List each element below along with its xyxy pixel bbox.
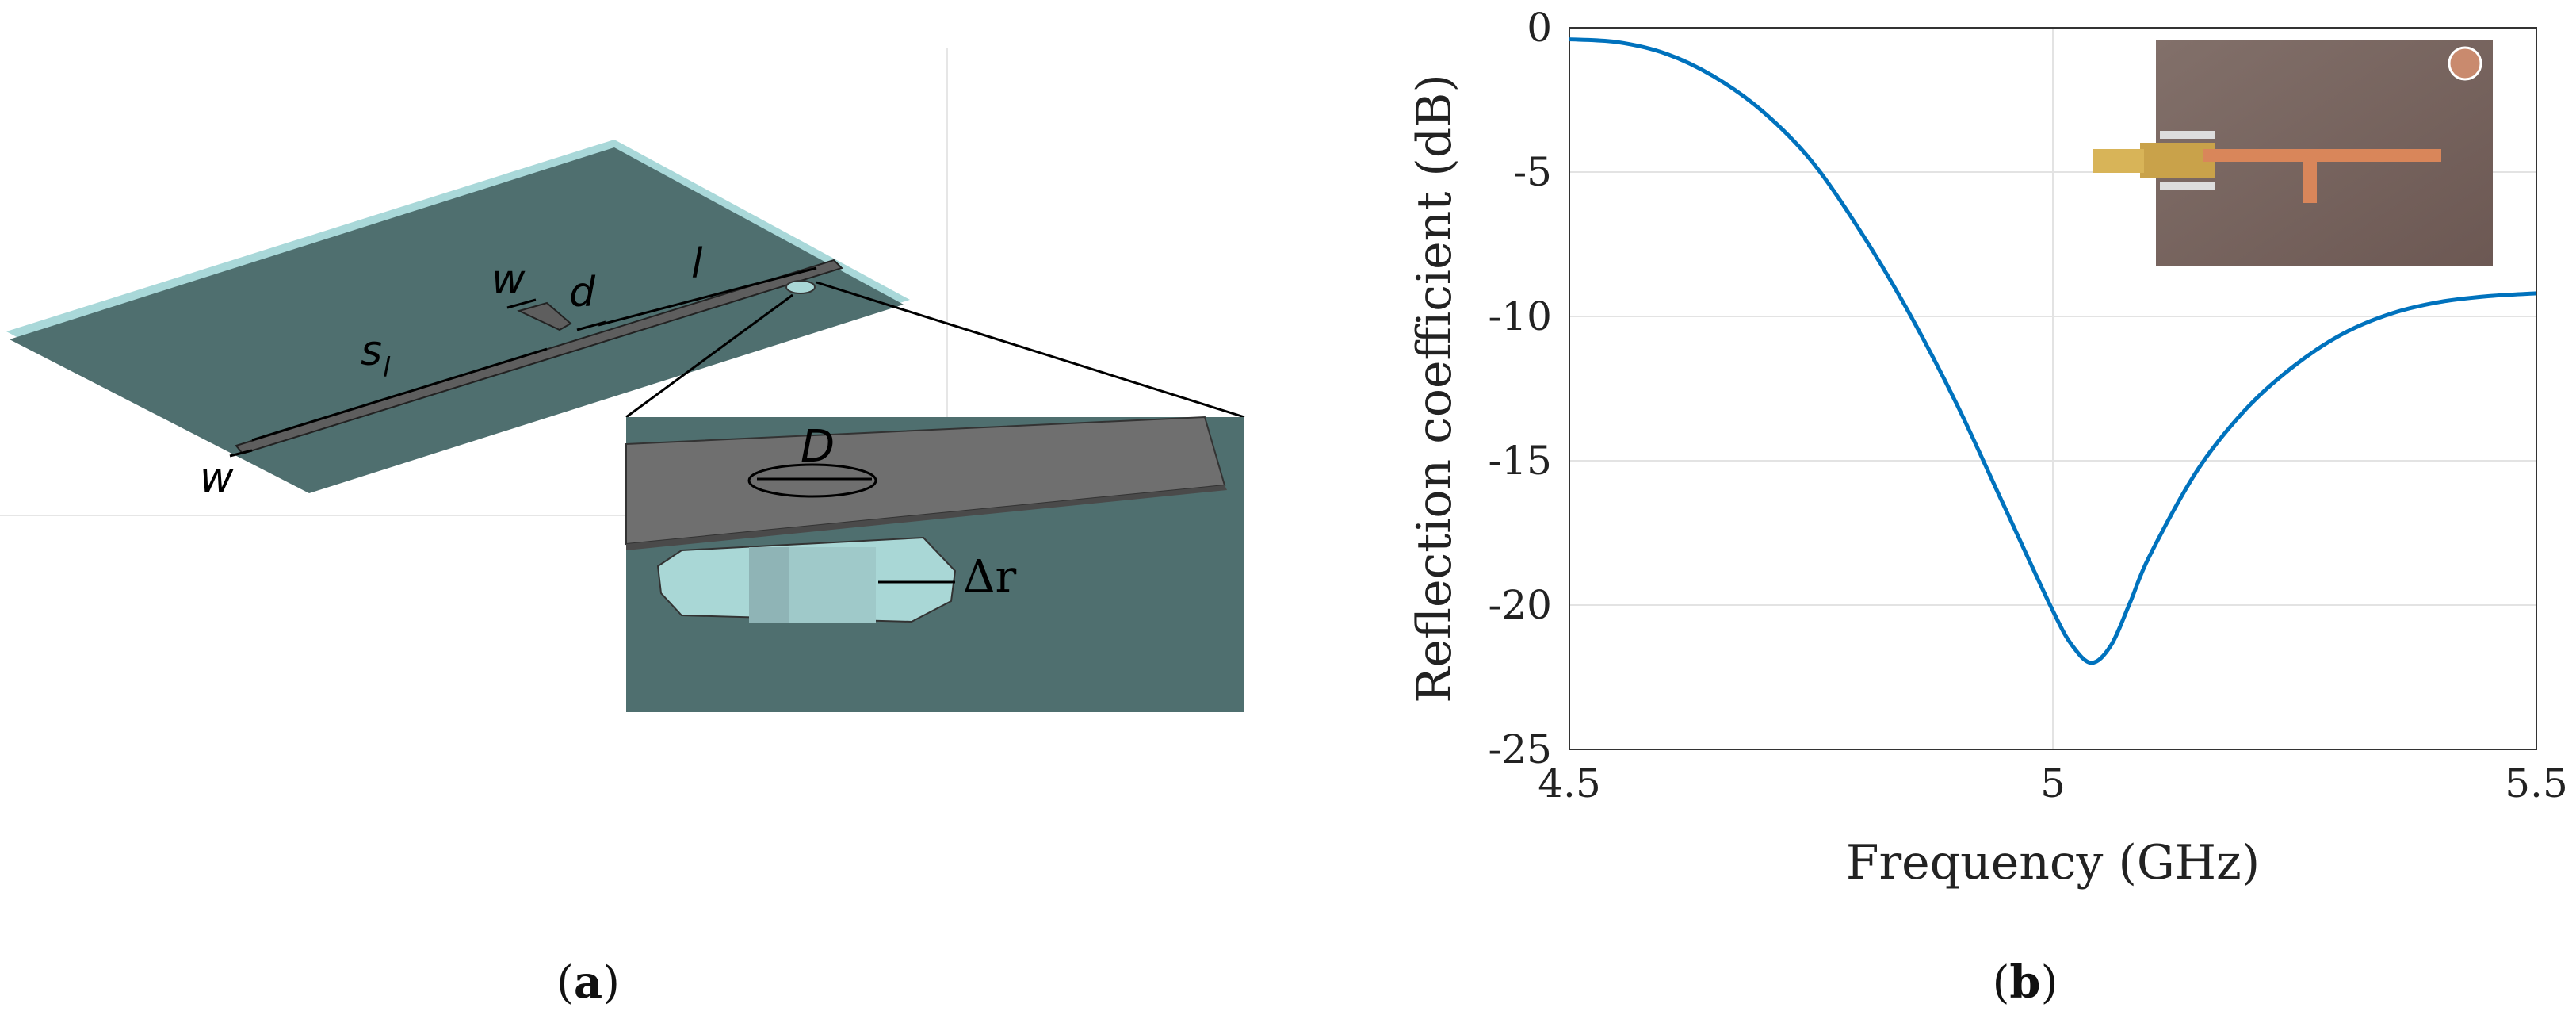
zoom-line-left — [625, 293, 793, 419]
caption-b: (b) — [1993, 956, 2058, 1009]
inset-ellipse-D — [747, 463, 877, 498]
inset-pin-shade — [749, 547, 789, 623]
inset-photo — [2093, 40, 2493, 266]
zoom-inset: D Δr — [625, 416, 1244, 712]
microstrip-line — [235, 259, 843, 455]
y-axis-label: Reflection coefficient (dB) — [1407, 74, 1462, 703]
sma-connector-tip — [2093, 149, 2144, 173]
via-hole — [785, 280, 816, 294]
photo-strip — [2203, 149, 2441, 162]
y-ticks: 0 -5 -10 -15 -20 -25 — [1488, 5, 1552, 772]
y-tick-label: -15 — [1488, 438, 1552, 484]
label-D: D — [801, 421, 835, 473]
board — [10, 147, 904, 493]
photo-mount-hole — [2448, 46, 2482, 81]
y-tick-label: -20 — [1488, 582, 1552, 628]
label-delta-r: Δr — [963, 551, 1016, 603]
label-l: l — [691, 240, 703, 288]
x-ticks: 4.5 5 5.5 — [1538, 760, 2568, 806]
x-tick-label: 5.5 — [2505, 760, 2568, 806]
label-d: d — [569, 269, 596, 316]
x-axis-label: Frequency (GHz) — [1846, 835, 2260, 891]
x-tick-label: 5 — [2040, 760, 2066, 806]
panel-a: w d l s l w D Δr (a) — [0, 48, 1245, 1009]
sma-pin-top — [2160, 131, 2215, 139]
inset-strip-edge — [626, 485, 1227, 550]
sma-connector — [2140, 143, 2215, 178]
label-w-bottom: w — [200, 454, 234, 502]
label-w-top: w — [491, 256, 526, 304]
zoom-line-right — [816, 281, 1245, 419]
x-tick-label: 4.5 — [1538, 760, 1601, 806]
panel-b: 4.5 5 5.5 0-5-10-15-20-25 Frequency (GHz) … — [1407, 5, 2568, 1009]
y-tick-label: -10 — [1488, 293, 1552, 339]
series-line — [1569, 37, 2537, 665]
caption-a: (a) — [556, 956, 620, 1009]
microstrip-stub — [517, 301, 572, 331]
dim-arrows — [229, 266, 817, 458]
y-tick-label: 0 — [1527, 5, 1552, 51]
y-tick-label: -25 — [1488, 726, 1552, 772]
y-tick-label: -5 — [1513, 149, 1552, 195]
plot-area — [1569, 27, 2537, 750]
sma-pin-bottom — [2160, 182, 2215, 190]
label-s-l-sub: l — [383, 352, 391, 384]
photo-stub — [2303, 155, 2317, 203]
label-s-l: s — [361, 328, 382, 375]
